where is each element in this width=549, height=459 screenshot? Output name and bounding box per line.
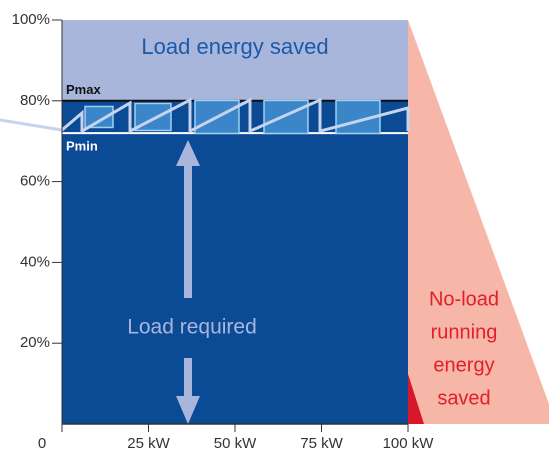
no-load-label: saved bbox=[437, 387, 490, 409]
x-tick-label: 0 bbox=[38, 435, 46, 452]
page: {"chart_data": {"type": "band", "ylim": … bbox=[0, 0, 549, 454]
y-tick-label: 100% bbox=[12, 11, 50, 28]
y-tick-label: 80% bbox=[20, 92, 50, 109]
y-tick-label: 40% bbox=[20, 253, 50, 270]
no-load-label: running bbox=[431, 321, 498, 343]
x-tick-label: 100 kW bbox=[383, 435, 435, 452]
load-label: Load required bbox=[127, 316, 257, 339]
no-load-label: energy bbox=[433, 354, 494, 376]
load-area bbox=[62, 101, 408, 424]
pmin-label: Pmin bbox=[66, 139, 98, 154]
pmax-label: Pmax bbox=[66, 82, 101, 97]
chart: Load energy saved Pmax Pmin Load required No… bbox=[0, 0, 549, 454]
top-label: Load energy saved bbox=[141, 34, 328, 59]
saved-area bbox=[62, 20, 408, 101]
x-tick-label: 75 kW bbox=[300, 435, 343, 452]
x-tick-label: 25 kW bbox=[127, 435, 170, 452]
x-tick-label: 50 kW bbox=[214, 435, 257, 452]
no-load-label: No-load bbox=[429, 288, 499, 310]
y-tick-label: 60% bbox=[20, 173, 50, 190]
unit bbox=[264, 100, 308, 133]
y-tick-label: 20% bbox=[20, 334, 50, 351]
